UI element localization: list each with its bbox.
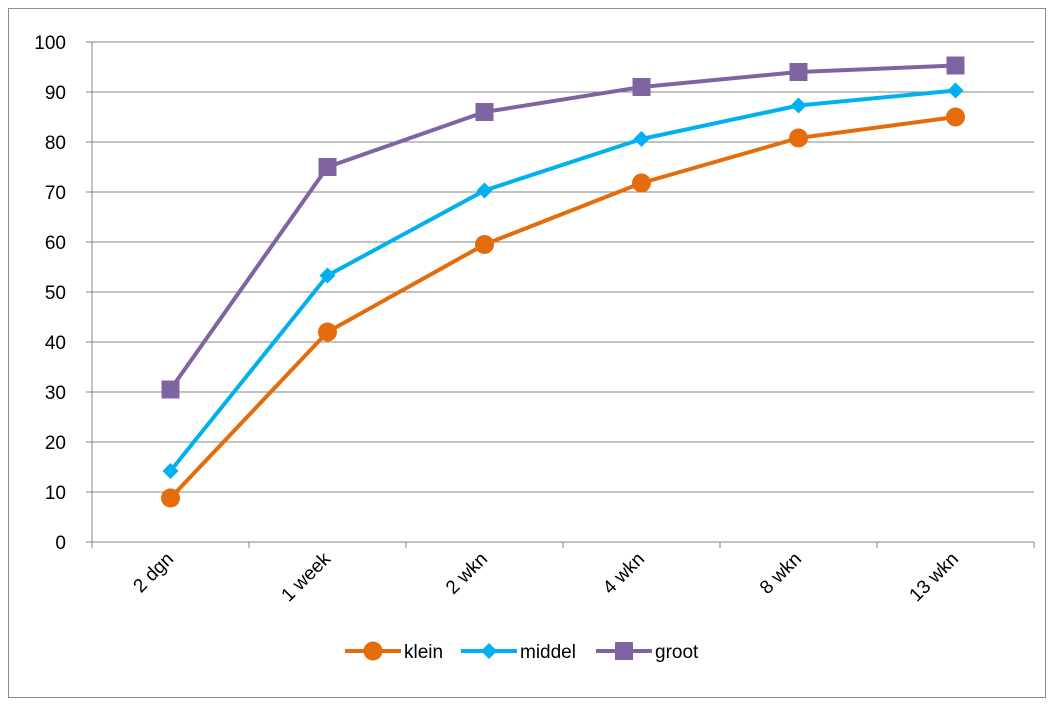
legend-marker-groot	[615, 642, 633, 660]
y-tick-label: 60	[45, 233, 66, 254]
data-point-groot	[475, 103, 494, 121]
y-tick-label: 10	[45, 483, 66, 504]
data-point-klein	[161, 488, 180, 508]
legend-label-groot: groot	[655, 642, 699, 663]
x-tick-label: 2 dgn	[130, 549, 178, 597]
data-point-klein	[475, 235, 494, 254]
data-point-klein	[789, 128, 808, 148]
data-point-klein	[946, 107, 965, 127]
y-tick-label: 70	[45, 183, 66, 204]
x-tick-label: 8 wkn	[756, 549, 806, 599]
y-tick-label: 40	[45, 333, 66, 354]
data-point-groot	[161, 380, 180, 399]
legend-label-middel: middel	[520, 642, 576, 663]
data-point-middel	[319, 267, 336, 284]
chart-frame	[8, 8, 1046, 698]
y-tick-label: 0	[55, 533, 66, 554]
y-gridlines	[92, 41, 1034, 493]
series-line-middel	[168, 88, 956, 473]
x-tick-label: 1 week	[278, 548, 336, 606]
y-tick-label: 30	[45, 383, 66, 404]
series-line-klein	[169, 115, 956, 500]
data-point-middel	[790, 97, 807, 114]
data-point-middel	[476, 182, 493, 199]
data-point-groot	[789, 63, 808, 81]
y-tick-label: 90	[45, 83, 66, 104]
data-point-groot	[632, 78, 651, 96]
series-groot	[161, 56, 965, 399]
data-point-middel	[947, 82, 964, 99]
legend-marker-klein	[363, 641, 383, 661]
legend-label-klein: klein	[404, 642, 443, 663]
legend: klein middel groot	[345, 641, 699, 663]
x-tick-label: 4 wkn	[599, 549, 649, 599]
series-klein	[161, 107, 965, 508]
data-point-klein	[632, 173, 651, 193]
y-tick-label: 80	[45, 133, 66, 154]
y-tick-label: 100	[34, 33, 66, 54]
series-middel	[162, 82, 964, 479]
y-tick-label: 50	[45, 283, 66, 304]
y-tick-label: 20	[45, 433, 66, 454]
x-tick-label: 2 wkn	[442, 549, 492, 599]
data-point-klein	[318, 322, 337, 342]
data-point-groot	[318, 158, 337, 176]
series-line-groot	[168, 63, 956, 391]
x-tick-label: 13 wkn	[906, 549, 963, 606]
data-point-groot	[946, 56, 965, 75]
legend-marker-middel	[481, 643, 497, 659]
data-point-middel	[162, 463, 179, 479]
data-point-middel	[633, 131, 650, 147]
